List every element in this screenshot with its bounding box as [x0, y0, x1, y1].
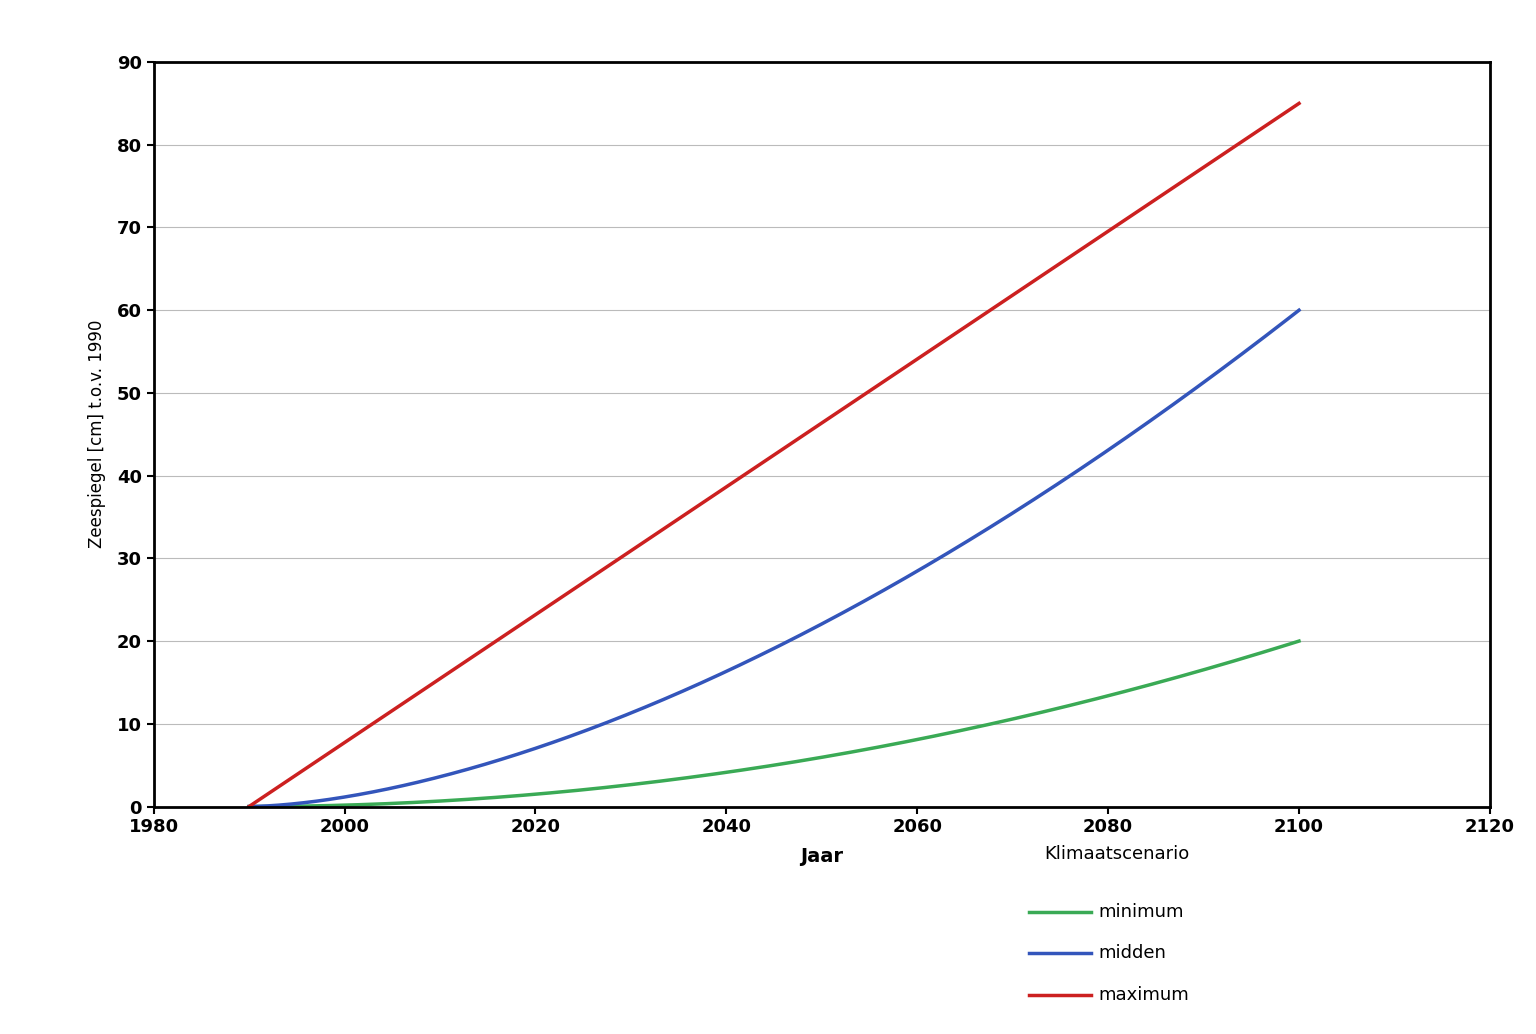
maximum: [240, 800, 258, 813]
minimum: [745, 762, 763, 774]
Text: Klimaatscenario: Klimaatscenario: [1044, 846, 1190, 863]
midden: [865, 589, 883, 602]
minimum: [240, 800, 258, 813]
minimum: [1100, 690, 1118, 702]
Text: minimum: minimum: [1098, 903, 1184, 921]
midden: [739, 655, 757, 667]
Line: minimum: minimum: [249, 641, 1299, 807]
Line: midden: midden: [249, 310, 1299, 807]
minimum: [739, 763, 757, 776]
Line: maximum: maximum: [249, 103, 1299, 807]
maximum: [745, 462, 763, 475]
minimum: [1290, 635, 1309, 647]
minimum: [865, 741, 883, 754]
maximum: [808, 420, 826, 432]
midden: [808, 620, 826, 633]
midden: [1264, 324, 1283, 336]
X-axis label: Jaar: Jaar: [800, 848, 843, 866]
midden: [1290, 304, 1309, 316]
maximum: [865, 382, 883, 394]
maximum: [1290, 97, 1309, 110]
maximum: [1264, 114, 1283, 126]
midden: [1100, 443, 1118, 455]
Text: maximum: maximum: [1098, 985, 1189, 1004]
midden: [745, 652, 763, 665]
minimum: [808, 752, 826, 764]
midden: [240, 800, 258, 813]
Text: midden: midden: [1098, 944, 1166, 963]
maximum: [1100, 224, 1118, 237]
Y-axis label: Zeespiegel [cm] t.o.v. 1990: Zeespiegel [cm] t.o.v. 1990: [88, 321, 106, 548]
maximum: [739, 466, 757, 479]
minimum: [1264, 643, 1283, 656]
